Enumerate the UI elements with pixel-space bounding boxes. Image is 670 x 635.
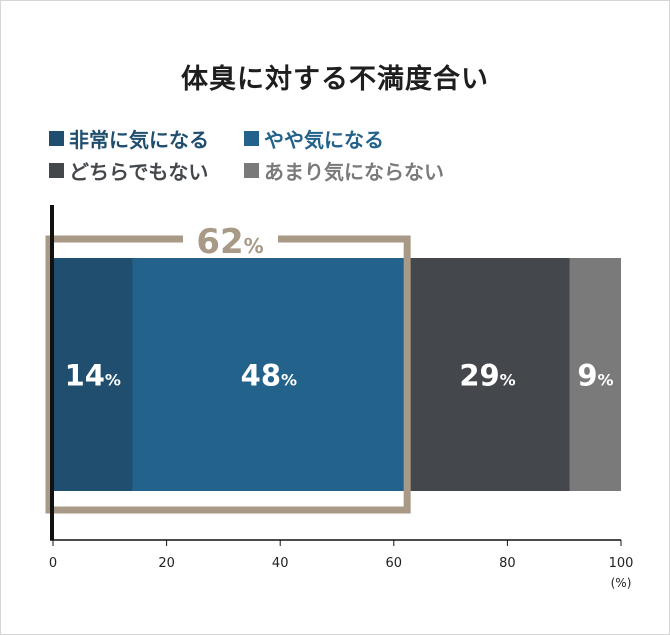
legend-item-very-concerned: 非常に気になる [49,124,209,153]
legend-label: 非常に気になる [69,128,209,152]
legend-swatch [49,131,64,146]
x-unit-label: (%) [611,576,632,590]
x-tick-label: 100 [609,556,634,571]
x-tick-label: 80 [499,556,516,571]
bar-segment [132,258,406,491]
legend-item-somewhat-concerned: やや気になる [244,124,384,153]
legend-label: やや気になる [264,128,384,152]
legend-item-not-concerned: あまり気にならない [244,156,444,185]
highlight-label: 62% [196,222,263,262]
legend-label: あまり気にならない [264,160,444,184]
legend-label: どちらでもない [69,160,209,184]
data-label: 48% [241,359,297,393]
legend-swatch [49,163,64,178]
x-tick-label: 60 [386,556,403,571]
bar-segment [405,258,570,491]
data-label: 14% [65,359,121,393]
x-tick-label: 40 [272,556,289,571]
bar-segment [569,258,621,491]
bar-segment [53,258,133,491]
legend-swatch [244,131,259,146]
x-tick-label: 20 [158,556,175,571]
legend-item-neutral: どちらでもない [49,156,208,185]
data-label: 29% [459,359,515,393]
chart-title: 体臭に対する不満度合い [181,64,489,95]
data-label: 9% [577,359,613,393]
x-tick-label: 0 [49,556,57,571]
legend-swatch [244,163,259,178]
highlight-label-bg [183,233,278,246]
